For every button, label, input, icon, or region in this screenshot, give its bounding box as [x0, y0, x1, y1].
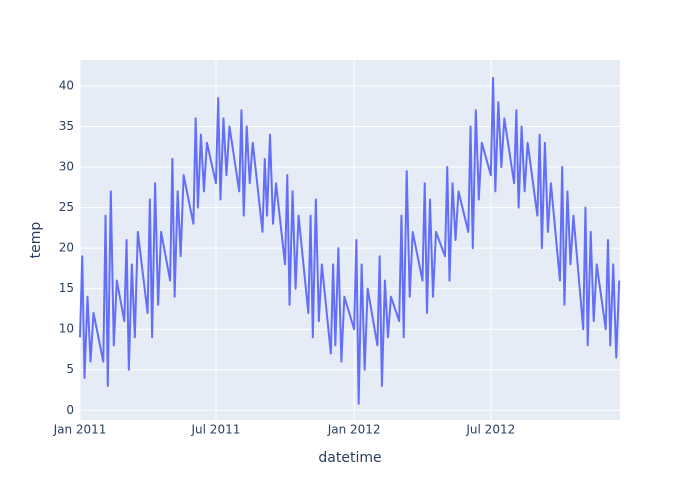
y-tick-label: 40 [59, 78, 74, 92]
x-axis-title: datetime [318, 450, 381, 466]
x-tick-label: Jul 2012 [465, 423, 515, 437]
y-tick-label: 10 [59, 322, 74, 336]
y-tick-label: 15 [59, 281, 74, 295]
y-tick-label: 0 [66, 403, 74, 417]
y-tick-label: 5 [66, 362, 74, 376]
x-tick-label: Jan 2012 [327, 423, 381, 437]
line [79, 76, 621, 405]
y-axis-title: temp [28, 222, 44, 259]
x-tick-label: Jul 2011 [191, 423, 241, 437]
y-tick-label: 25 [59, 200, 74, 214]
y-tick-label: 30 [59, 160, 74, 174]
y-tick-label: 35 [59, 119, 74, 133]
x-tick-label: Jan 2011 [53, 423, 107, 437]
y-tick-label: 20 [59, 241, 74, 255]
